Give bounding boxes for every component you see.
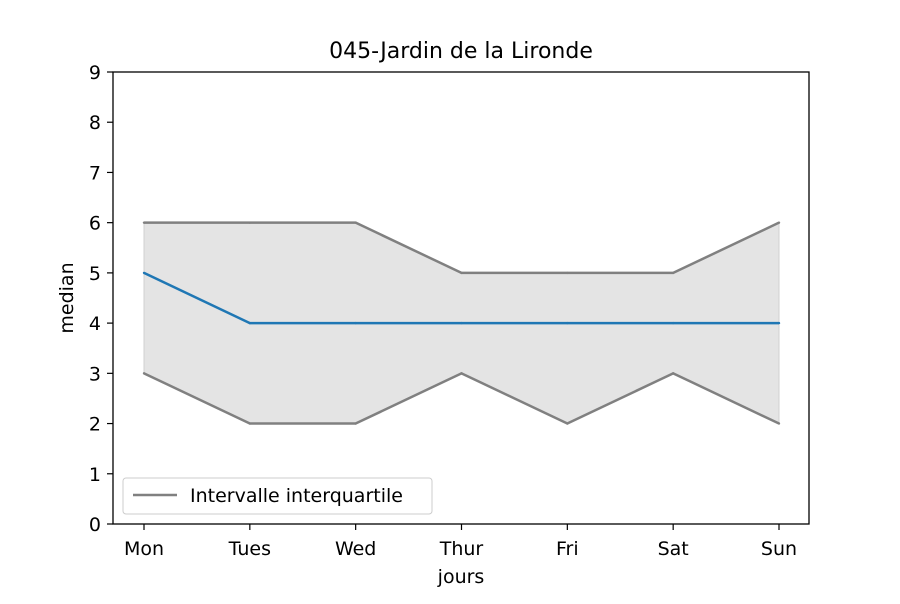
x-axis-label: jours	[437, 566, 485, 588]
y-tick-label: 4	[89, 313, 101, 335]
legend: Intervalle interquartile	[122, 477, 433, 515]
q1-point	[566, 422, 569, 425]
y-axis: 0 1 2 3 4 5 6 7 8 9	[89, 62, 113, 536]
y-tick-label: 0	[89, 514, 101, 536]
y-tick-label: 5	[89, 263, 101, 285]
median-point	[671, 321, 675, 325]
x-axis: Mon Tues Wed Thur Fri Sat Sun	[124, 524, 797, 560]
q3-point	[566, 271, 569, 275]
median-point	[354, 321, 357, 325]
x-tick-label: Mon	[124, 538, 164, 560]
legend-box	[122, 477, 433, 515]
q3-point	[354, 221, 357, 224]
x-tick-label: Sun	[761, 538, 797, 560]
y-axis-label: median	[56, 262, 78, 333]
median-point	[566, 321, 569, 325]
x-tick-label: Sat	[658, 538, 689, 560]
q3-point	[777, 221, 781, 224]
legend-label: Intervalle interquartile	[190, 485, 403, 507]
q3-point	[142, 221, 146, 224]
y-tick-label: 3	[89, 363, 101, 385]
median-point	[142, 271, 146, 275]
x-tick-label: Fri	[556, 538, 579, 560]
x-tick-label: Wed	[335, 538, 376, 560]
q1-point	[248, 422, 252, 425]
y-tick-label: 8	[89, 112, 101, 134]
q1-point	[460, 372, 463, 375]
series-lines	[142, 221, 781, 425]
x-tick-label: Thur	[439, 538, 484, 560]
q1-point	[354, 422, 357, 425]
q1-point	[777, 422, 781, 425]
y-tick-label: 1	[89, 464, 101, 486]
x-tick-label: Tues	[228, 538, 271, 560]
median-point	[248, 321, 252, 325]
q3-point	[460, 271, 463, 275]
q3-point	[671, 271, 675, 275]
q1-point	[671, 372, 675, 375]
median-point	[460, 321, 463, 325]
y-tick-label: 6	[89, 213, 101, 235]
y-tick-label: 7	[89, 162, 101, 184]
q1-point	[142, 372, 146, 375]
y-tick-label: 9	[89, 62, 101, 84]
q3-point	[248, 221, 252, 224]
chart-title: 045-Jardin de la Lironde	[329, 39, 593, 64]
median-point	[777, 321, 781, 325]
y-tick-label: 2	[89, 414, 101, 436]
